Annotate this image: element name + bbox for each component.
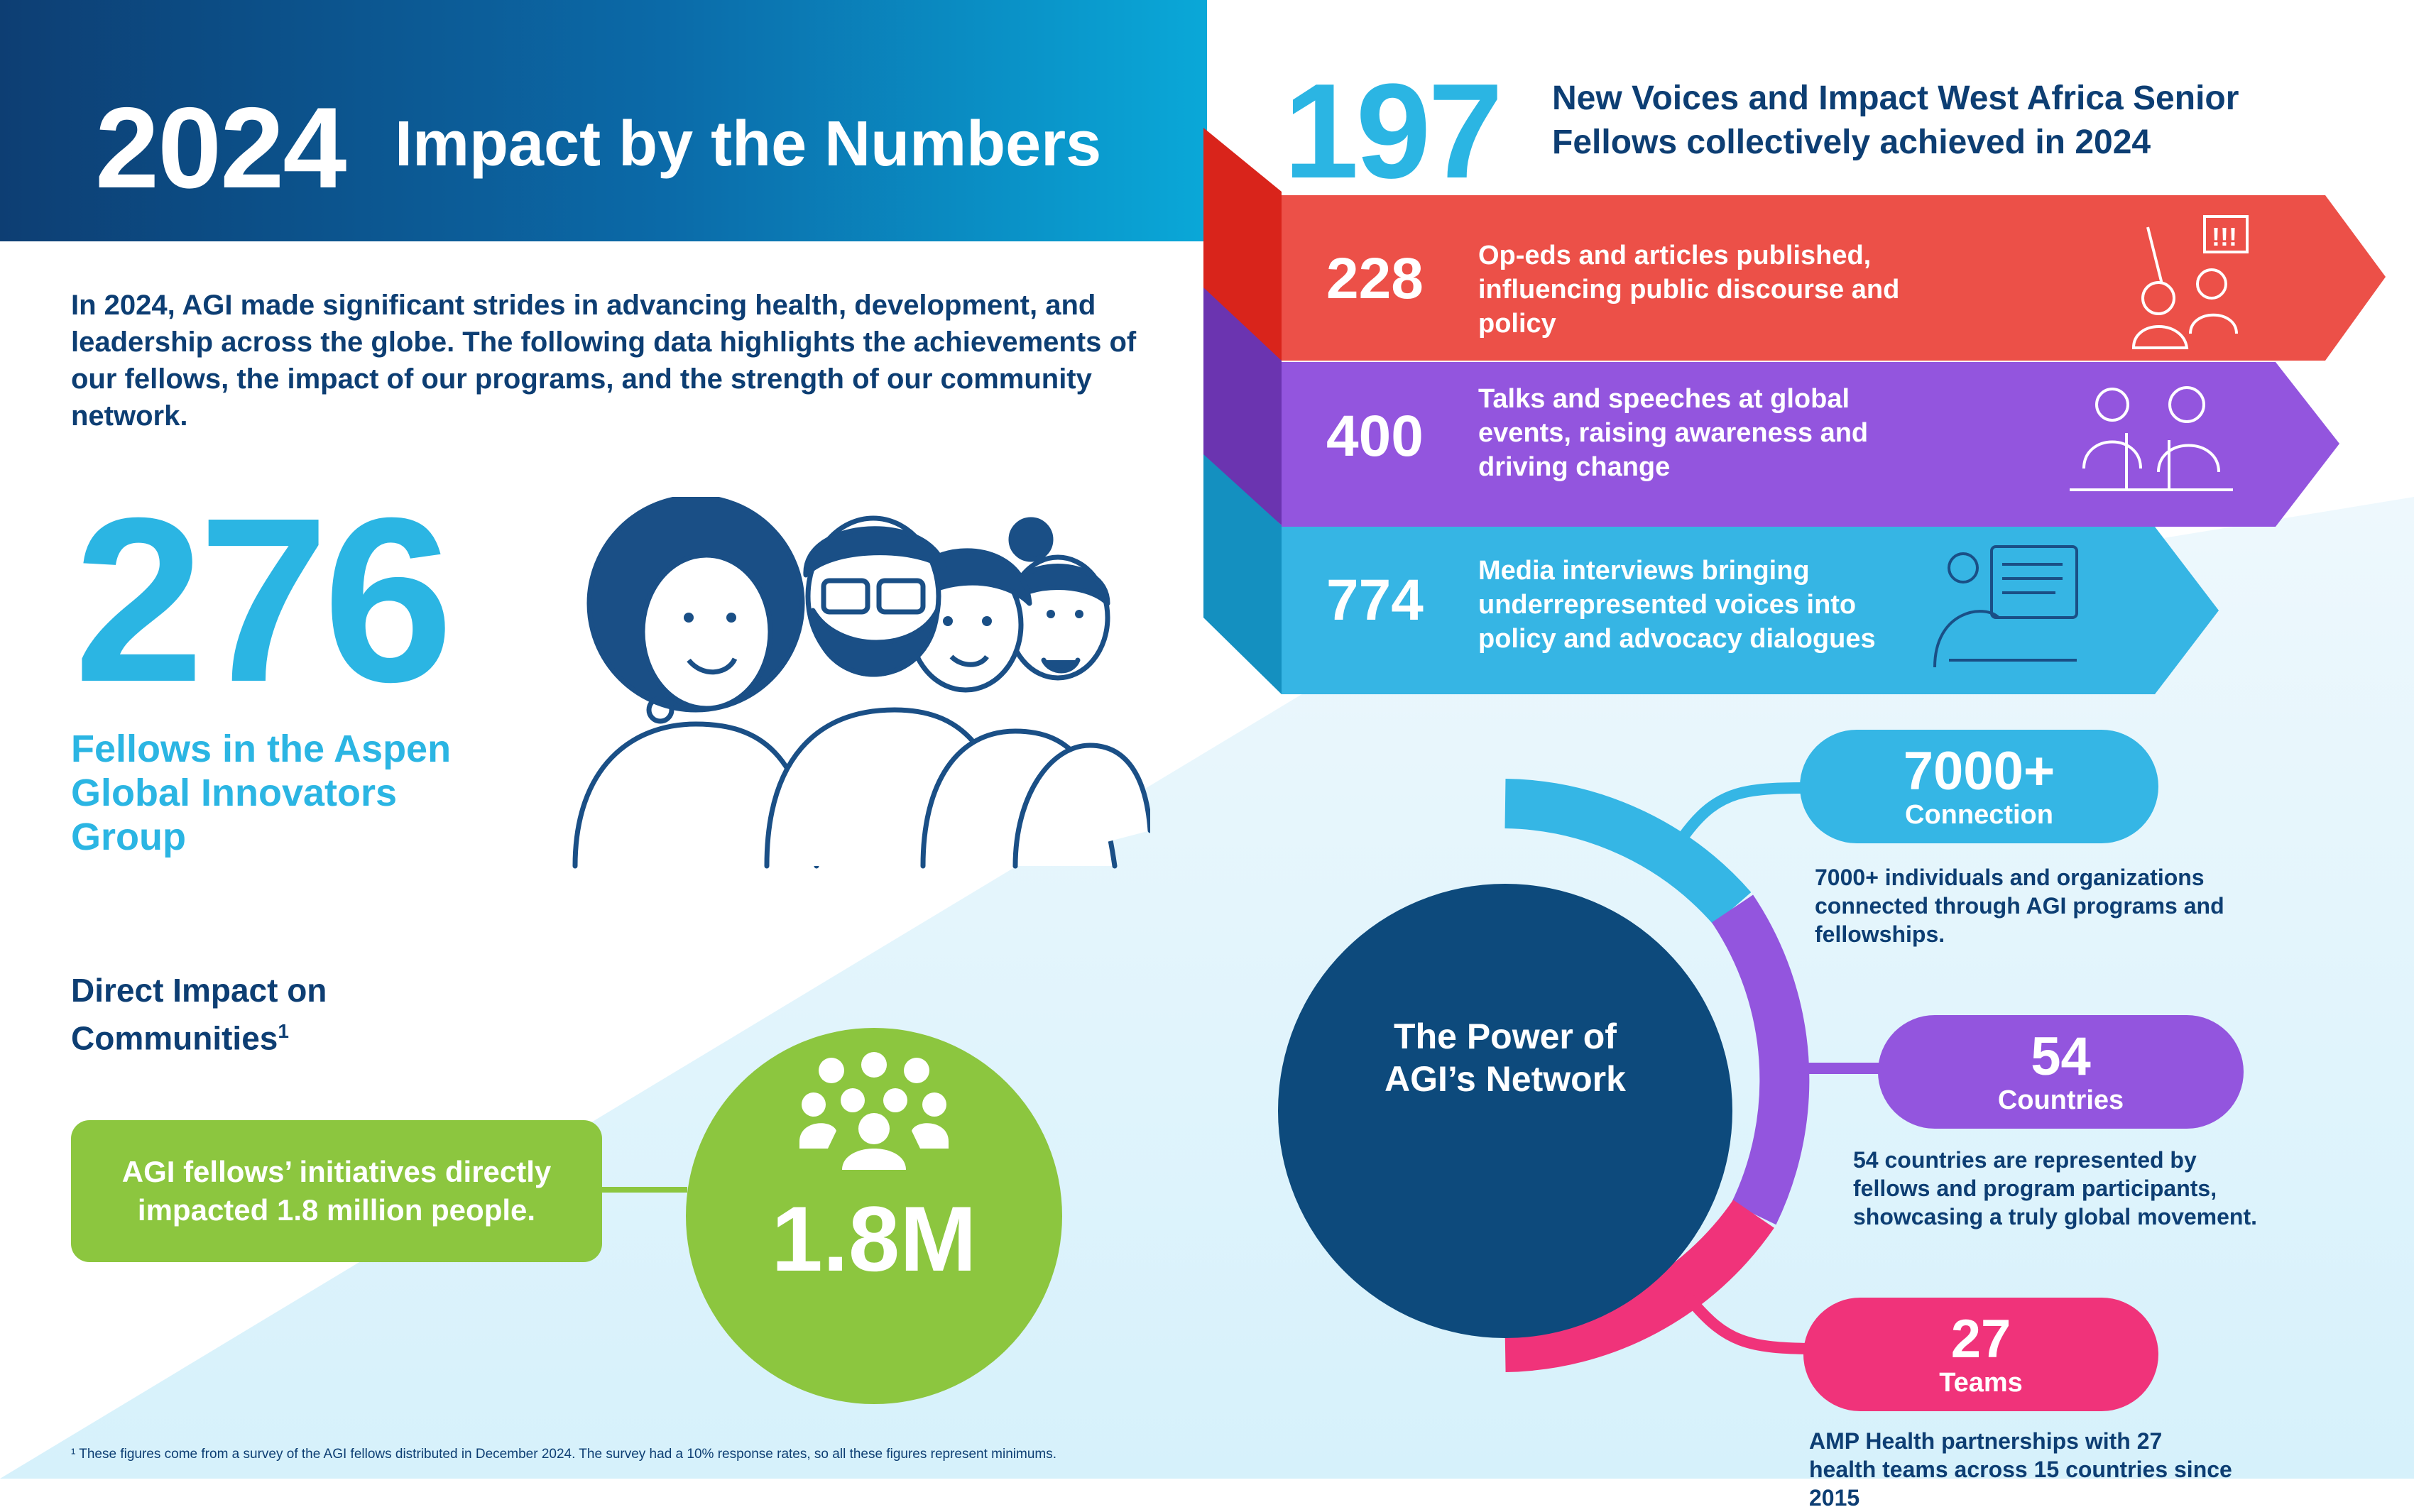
pill-connection-value: 7000+ — [1903, 741, 2055, 801]
pill-teams-value: 27 — [1950, 1309, 2011, 1369]
ring-segment-teams — [1504, 1199, 1774, 1372]
connection-description: 7000+ individuals and organizations conn… — [1815, 865, 2224, 947]
direct-impact-title: Direct Impact on Communities1 — [71, 970, 497, 1058]
fellows-count: 276 — [74, 469, 454, 730]
senior-fellows-count: 197 — [1284, 56, 1503, 207]
fold-purple — [1203, 287, 1282, 525]
pill-connection-label: Connection — [1905, 800, 2053, 830]
svg-text:!!!: !!! — [2212, 222, 2237, 251]
stat-value-400: 400 — [1326, 404, 1424, 469]
arrow-774 — [1282, 527, 2219, 694]
network-title-line1: The Power of — [1394, 1017, 1617, 1056]
network-title-line2: AGI’s Network — [1384, 1059, 1626, 1099]
impact-value: 1.8M — [771, 1187, 977, 1291]
arrow-400 — [1282, 362, 2339, 527]
impact-circle — [686, 1028, 1062, 1404]
crowd-icon — [799, 1052, 949, 1170]
media-interview-icon — [1933, 545, 2078, 668]
fold-red — [1203, 128, 1282, 361]
connector-line — [602, 1187, 687, 1193]
stat-text-400: Talks and speeches at global events, rai… — [1478, 384, 1869, 482]
stats-ribbon: !!! — [1203, 128, 2386, 694]
intro-paragraph: In 2024, AGI made significant strides in… — [71, 290, 1137, 432]
pill-teams-label: Teams — [1939, 1368, 2023, 1398]
stat-value-774: 774 — [1326, 568, 1424, 632]
direct-impact-text: AGI fellows’ initiatives directly impact… — [121, 1155, 552, 1227]
stat-value-228: 228 — [1326, 246, 1424, 311]
direct-impact-title-text: Direct Impact on Communities — [71, 972, 327, 1057]
background-shape — [0, 497, 2414, 1479]
header-year: 2024 — [95, 84, 346, 212]
fellows-group-illustration — [572, 497, 1150, 869]
pill-connection: 7000+ Connection — [1800, 730, 2158, 843]
direct-impact-box: AGI fellows’ initiatives directly impact… — [71, 1120, 602, 1262]
senior-fellows-text: New Voices and Impact West Africa Senior… — [1552, 80, 2239, 161]
header-banner — [0, 0, 1207, 241]
ring-segment-connection — [1504, 779, 1752, 926]
stat-text-228: Op-eds and articles published, influenci… — [1478, 241, 1900, 339]
pill-countries-value: 54 — [2031, 1026, 2091, 1087]
page-title: Impact by the Numbers — [395, 109, 1102, 180]
teams-description: AMP Health partnerships with 27 health t… — [1809, 1428, 2232, 1511]
footnote: ¹ These figures come from a survey of th… — [71, 1447, 1057, 1462]
network-ring — [1504, 779, 1894, 1372]
network-circle — [1278, 884, 1732, 1338]
stat-text-774: Media interviews bringing underrepresent… — [1478, 556, 1876, 654]
podcast-icon — [2070, 386, 2233, 491]
pill-countries-label: Countries — [1997, 1085, 2124, 1115]
ring-segment-countries — [1711, 894, 1810, 1225]
pill-countries: 54 Countries — [1878, 1015, 2244, 1129]
fellows-label: Fellows in the Aspen Global Innovators G… — [71, 728, 452, 858]
footnote-marker: 1 — [278, 1020, 289, 1042]
countries-description: 54 countries are represented by fellows … — [1853, 1147, 2258, 1229]
fold-blue — [1203, 454, 1282, 694]
pill-teams: 27 Teams — [1803, 1298, 2158, 1411]
arrow-228 — [1282, 195, 2386, 361]
protest-icon: !!! — [2131, 215, 2249, 349]
